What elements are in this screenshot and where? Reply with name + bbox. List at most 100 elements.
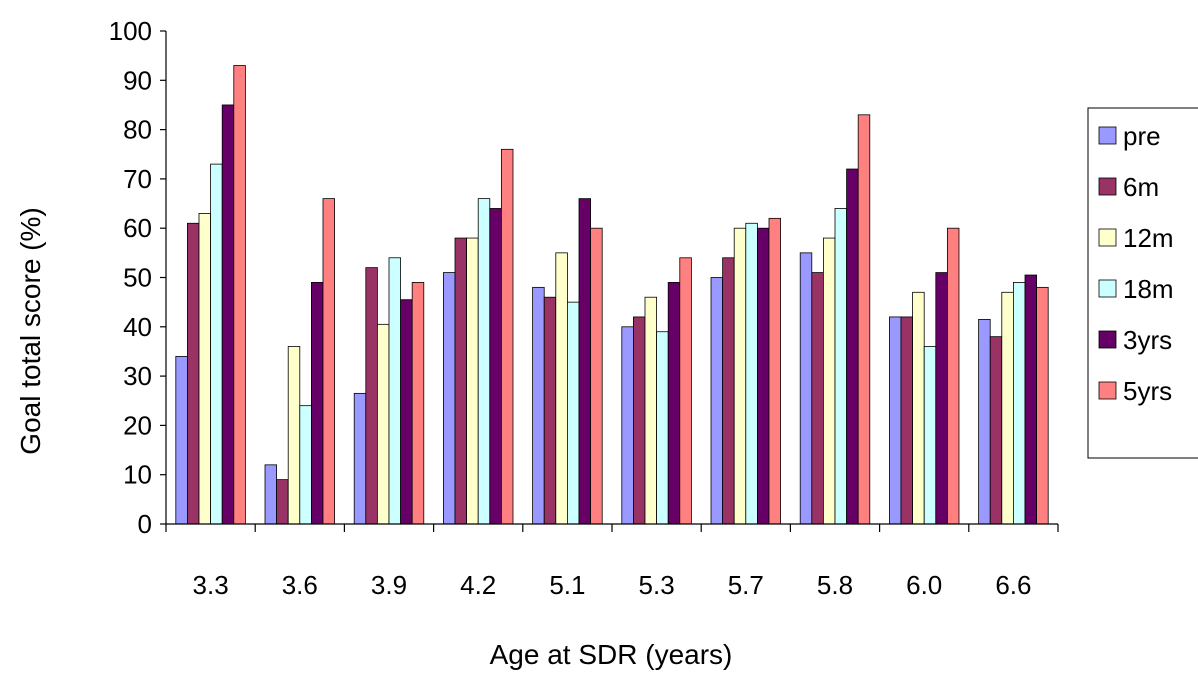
x-tick-label: 3.3 bbox=[193, 570, 229, 600]
legend-label-5yrs: 5yrs bbox=[1123, 376, 1172, 406]
bar-3yrs-6.6 bbox=[1024, 274, 1038, 525]
bar-pre-5.1 bbox=[532, 286, 545, 525]
x-tick-label: 5.7 bbox=[728, 570, 764, 600]
bar-pre-6.0 bbox=[889, 316, 902, 525]
bars bbox=[175, 65, 1049, 525]
bar-6m-6.6 bbox=[989, 336, 1003, 525]
bar-pre-6.6 bbox=[978, 318, 991, 525]
y-axis-ticks: 0 10 20 30 40 50 60 70 80 90 100 bbox=[109, 16, 166, 539]
bar-3yrs-5.7 bbox=[757, 227, 770, 525]
bar-5yrs-6.0 bbox=[946, 227, 960, 525]
bar-6m-5.7 bbox=[722, 257, 735, 525]
bar-6m-3.6 bbox=[276, 479, 289, 525]
bar-6m-3.3 bbox=[187, 222, 200, 525]
bar-pre-5.7 bbox=[710, 277, 724, 525]
bar-6m-5.8 bbox=[811, 272, 824, 525]
bar-6m-6.0 bbox=[900, 316, 914, 525]
bar-3yrs-3.3 bbox=[221, 104, 235, 525]
bar-18m-5.8 bbox=[834, 208, 848, 525]
bar-pre-3.3 bbox=[175, 355, 188, 525]
y-tick-label: 90 bbox=[123, 65, 152, 95]
bar-3yrs-6.0 bbox=[935, 272, 948, 525]
bar-6m-4.2 bbox=[454, 237, 468, 525]
bar-12m-6.0 bbox=[912, 291, 925, 525]
bar-18m-3.3 bbox=[210, 163, 223, 525]
bar-18m-5.3 bbox=[656, 331, 669, 525]
bar-18m-6.6 bbox=[1013, 282, 1026, 525]
bar-pre-5.3 bbox=[621, 326, 634, 525]
legend-swatch-12m bbox=[1098, 228, 1117, 247]
y-tick-label: 20 bbox=[123, 410, 152, 440]
bar-3yrs-3.9 bbox=[400, 299, 413, 525]
bar-3yrs-4.2 bbox=[489, 208, 502, 525]
x-tick-label: 4.2 bbox=[460, 570, 496, 600]
y-tick-label: 80 bbox=[123, 115, 152, 145]
legend-label-pre: pre bbox=[1123, 121, 1161, 151]
bar-5yrs-5.8 bbox=[857, 114, 871, 525]
bar-12m-3.3 bbox=[198, 213, 212, 525]
bar-5yrs-5.1 bbox=[590, 227, 603, 525]
bar-12m-5.8 bbox=[823, 237, 836, 525]
bar-3yrs-3.6 bbox=[310, 282, 324, 525]
bar-3yrs-5.3 bbox=[667, 282, 681, 525]
bar-12m-6.6 bbox=[1001, 291, 1014, 525]
y-tick-label: 60 bbox=[123, 213, 152, 243]
bar-pre-3.6 bbox=[264, 464, 278, 525]
legend-swatch-pre bbox=[1098, 126, 1117, 145]
x-axis-ticks: 3.3 3.6 3.9 4.2 5.1 5.3 5.7 5.8 6.0 6.6 bbox=[165, 524, 1059, 600]
y-axis-title: Goal total score (%) bbox=[15, 207, 46, 454]
y-tick-label: 40 bbox=[123, 312, 152, 342]
bar-5yrs-3.3 bbox=[233, 65, 246, 525]
legend: pre 6m 12m 18m 3yrs 5yrs bbox=[1087, 107, 1198, 459]
y-tick-label: 0 bbox=[138, 509, 152, 539]
bar-12m-5.7 bbox=[733, 227, 747, 525]
x-tick-label: 5.3 bbox=[639, 570, 675, 600]
legend-swatch-18m bbox=[1098, 279, 1117, 298]
bar-5yrs-3.9 bbox=[411, 282, 425, 525]
legend-label-3yrs: 3yrs bbox=[1123, 325, 1172, 355]
legend-label-18m: 18m bbox=[1123, 274, 1174, 304]
x-tick-label: 5.8 bbox=[817, 570, 853, 600]
x-tick-label: 6.0 bbox=[906, 570, 942, 600]
bar-12m-5.3 bbox=[644, 296, 658, 525]
bar-pre-3.9 bbox=[353, 392, 367, 525]
bar-5yrs-6.6 bbox=[1036, 286, 1049, 525]
bar-12m-3.9 bbox=[376, 323, 390, 525]
bar-12m-3.6 bbox=[287, 346, 301, 525]
bar-18m-5.7 bbox=[745, 222, 758, 525]
y-tick-label: 30 bbox=[123, 361, 152, 391]
y-tick-label: 50 bbox=[123, 263, 152, 293]
bar-5yrs-5.7 bbox=[768, 217, 781, 525]
y-tick-label: 10 bbox=[123, 460, 152, 490]
bar-pre-4.2 bbox=[443, 272, 456, 525]
bar-6m-5.1 bbox=[543, 296, 557, 525]
bar-5yrs-5.3 bbox=[679, 257, 692, 525]
x-tick-label: 6.6 bbox=[995, 570, 1031, 600]
legend-swatch-6m bbox=[1098, 177, 1117, 196]
bar-6m-5.3 bbox=[633, 316, 646, 525]
bar-6m-3.9 bbox=[365, 267, 378, 525]
x-tick-label: 3.9 bbox=[371, 570, 407, 600]
legend-label-6m: 6m bbox=[1123, 172, 1159, 202]
bar-5yrs-4.2 bbox=[500, 148, 514, 525]
y-tick-label: 100 bbox=[109, 16, 152, 46]
legend-swatch-3yrs bbox=[1098, 330, 1117, 349]
y-tick-label: 70 bbox=[123, 164, 152, 194]
bar-pre-5.8 bbox=[799, 252, 813, 525]
bar-5yrs-3.6 bbox=[322, 198, 335, 525]
bar-18m-4.2 bbox=[477, 198, 491, 525]
x-tick-label: 5.1 bbox=[549, 570, 585, 600]
bar-18m-6.0 bbox=[923, 346, 937, 525]
bar-12m-4.2 bbox=[466, 237, 479, 525]
bar-3yrs-5.8 bbox=[846, 168, 859, 525]
bar-18m-3.6 bbox=[299, 405, 312, 525]
bar-12m-5.1 bbox=[555, 252, 568, 525]
legend-swatch-5yrs bbox=[1098, 381, 1117, 400]
legend-label-12m: 12m bbox=[1123, 223, 1174, 253]
bar-18m-3.9 bbox=[388, 257, 402, 525]
x-axis-title: Age at SDR (years) bbox=[490, 639, 733, 670]
bar-18m-5.1 bbox=[567, 301, 580, 525]
x-tick-label: 3.6 bbox=[282, 570, 318, 600]
bar-3yrs-5.1 bbox=[578, 198, 592, 525]
